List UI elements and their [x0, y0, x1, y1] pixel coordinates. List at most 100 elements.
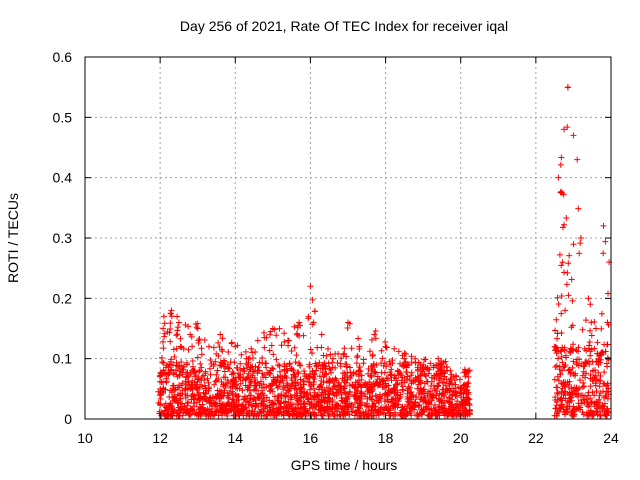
- data-point: [461, 381, 468, 388]
- data-point: [268, 342, 275, 349]
- data-point: [397, 391, 404, 398]
- data-point: [465, 391, 472, 398]
- data-point: [576, 385, 583, 392]
- data-point: [167, 320, 174, 327]
- data-point: [419, 365, 426, 372]
- data-point: [465, 373, 472, 380]
- data-point: [278, 391, 285, 398]
- data-point: [557, 161, 564, 168]
- data-point: [196, 389, 203, 396]
- data-point: [288, 405, 295, 412]
- data-point: [182, 394, 189, 401]
- data-point: [326, 406, 333, 413]
- data-point: [248, 378, 255, 385]
- data-point: [315, 398, 322, 405]
- data-point: [199, 373, 206, 380]
- data-point: [317, 402, 324, 409]
- data-point: [379, 384, 386, 391]
- data-point: [160, 385, 167, 392]
- data-point: [558, 380, 565, 387]
- data-point: [168, 313, 175, 320]
- data-point: [356, 364, 363, 371]
- data-point: [183, 381, 190, 388]
- data-point: [456, 376, 463, 383]
- data-point: [339, 398, 346, 405]
- data-point: [426, 366, 433, 373]
- data-point: [167, 310, 174, 317]
- data-point: [598, 404, 605, 411]
- data-point: [462, 373, 469, 380]
- data-point: [332, 364, 339, 371]
- data-point: [356, 343, 363, 350]
- data-point: [597, 389, 604, 396]
- data-point: [452, 402, 459, 409]
- data-point: [222, 374, 229, 381]
- data-point: [229, 377, 236, 384]
- data-point: [358, 389, 365, 396]
- data-point: [449, 391, 456, 398]
- data-point: [268, 386, 275, 393]
- data-point: [311, 396, 318, 403]
- data-point: [262, 374, 269, 381]
- data-point: [176, 372, 183, 379]
- data-point: [583, 409, 590, 416]
- data-point: [588, 346, 595, 353]
- data-point: [350, 403, 357, 410]
- data-point: [363, 412, 370, 419]
- data-point: [190, 395, 197, 402]
- data-point: [395, 348, 402, 355]
- data-point: [369, 366, 376, 373]
- data-point: [291, 323, 298, 330]
- data-point: [425, 370, 432, 377]
- data-point: [340, 412, 347, 419]
- data-point: [164, 410, 171, 417]
- data-point: [355, 367, 362, 374]
- data-point: [388, 372, 395, 379]
- data-point: [288, 394, 295, 401]
- data-point: [306, 386, 313, 393]
- data-point: [360, 410, 367, 417]
- data-point: [564, 84, 571, 91]
- data-point: [278, 342, 285, 349]
- data-point: [338, 397, 345, 404]
- data-point: [339, 375, 346, 382]
- data-point: [239, 401, 246, 408]
- data-point: [399, 386, 406, 393]
- data-point: [555, 174, 562, 181]
- data-point: [228, 340, 235, 347]
- data-point: [431, 387, 438, 394]
- data-point: [564, 124, 571, 131]
- data-point: [241, 394, 248, 401]
- data-point: [434, 408, 441, 415]
- data-point: [257, 408, 264, 415]
- data-point: [225, 395, 232, 402]
- data-point: [597, 378, 604, 385]
- data-point: [375, 381, 382, 388]
- data-point: [232, 391, 239, 398]
- data-point: [212, 378, 219, 385]
- data-point: [559, 189, 566, 196]
- data-point: [355, 335, 362, 342]
- data-point: [307, 283, 314, 290]
- data-point: [206, 384, 213, 391]
- data-point: [201, 382, 208, 389]
- data-point: [417, 372, 424, 379]
- data-point: [220, 363, 227, 370]
- data-point: [436, 377, 443, 384]
- data-point: [262, 360, 269, 367]
- data-point: [354, 379, 361, 386]
- data-point: [217, 359, 224, 366]
- data-point: [198, 364, 205, 371]
- data-point: [249, 349, 256, 356]
- data-point: [197, 367, 204, 374]
- data-point: [561, 126, 568, 133]
- data-point: [447, 399, 454, 406]
- data-point: [207, 371, 214, 378]
- data-point: [312, 403, 319, 410]
- data-point: [561, 269, 568, 276]
- x-tick-label: 14: [227, 430, 243, 446]
- data-point: [588, 332, 595, 339]
- data-point: [593, 408, 600, 415]
- data-point: [580, 379, 587, 386]
- data-point: [564, 399, 571, 406]
